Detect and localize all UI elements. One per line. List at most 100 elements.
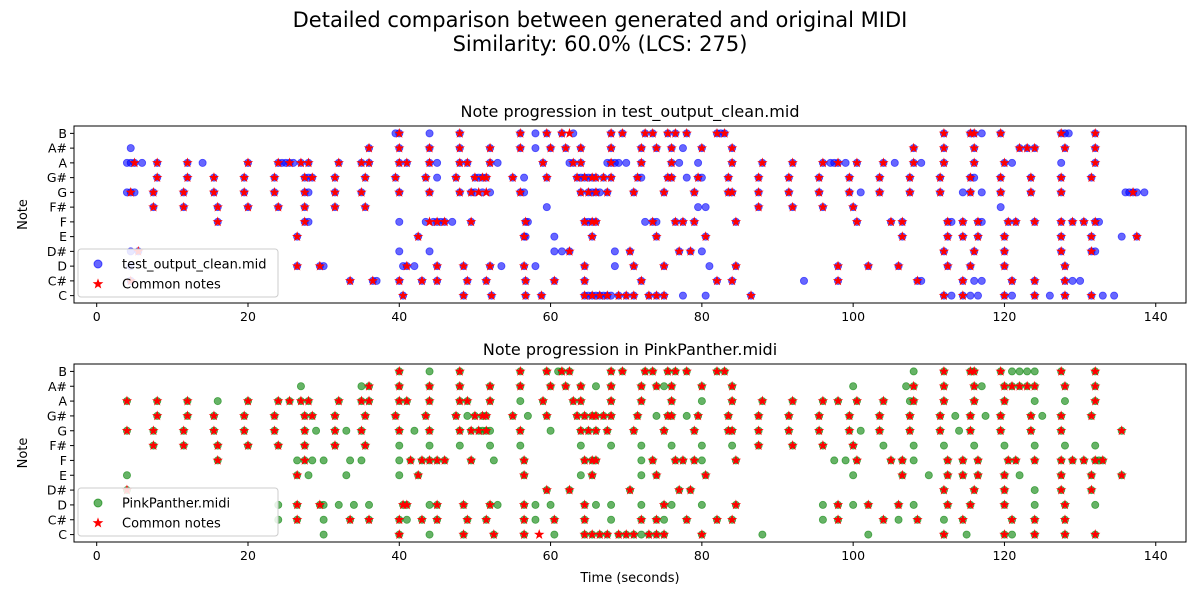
common-note-marker: [208, 186, 220, 197]
common-note-marker: [624, 484, 636, 495]
common-note-marker: [787, 157, 798, 168]
common-note-marker: [394, 157, 405, 168]
common-note-marker: [454, 186, 465, 197]
data-point: [1064, 129, 1073, 138]
common-note-marker: [813, 410, 825, 421]
common-note-marker: [329, 186, 341, 197]
common-note-marker: [878, 395, 889, 406]
data-point: [849, 382, 858, 391]
common-note-marker: [832, 395, 844, 406]
data-point: [308, 456, 317, 465]
common-note-marker: [515, 425, 526, 436]
common-note-marker: [957, 290, 968, 300]
common-note-marker: [605, 395, 617, 406]
common-note-marker: [753, 425, 764, 436]
legend-entry-label: test_output_clean.mid: [122, 258, 266, 273]
legend-marker-star: [92, 517, 104, 528]
common-note-marker: [832, 260, 844, 271]
common-note-marker: [405, 455, 416, 465]
common-note-marker: [469, 410, 481, 421]
data-point: [346, 456, 355, 465]
common-note-marker: [726, 380, 738, 391]
common-note-marker: [590, 216, 602, 227]
common-note-marker: [832, 275, 844, 286]
common-note-marker: [416, 275, 428, 286]
common-note-marker: [299, 186, 310, 197]
common-note-marker: [292, 514, 303, 525]
common-note-marker: [897, 231, 908, 241]
data-point: [531, 515, 540, 524]
data-point: [697, 456, 706, 465]
common-note-marker: [292, 260, 303, 271]
data-point: [966, 291, 975, 300]
common-note-marker: [1059, 142, 1071, 153]
common-note-marker: [602, 529, 613, 539]
common-note-marker: [726, 395, 738, 406]
common-note-marker: [152, 395, 163, 406]
common-note-marker: [178, 201, 189, 212]
common-note-marker: [938, 366, 950, 376]
data-point: [1008, 158, 1017, 167]
common-note-marker: [333, 395, 344, 406]
data-point: [799, 276, 808, 285]
common-note-marker: [666, 172, 677, 182]
common-note-marker: [242, 440, 254, 450]
common-note-marker: [666, 142, 677, 153]
data-point: [531, 144, 540, 153]
data-point: [818, 500, 827, 509]
data-point: [357, 456, 366, 465]
common-note-marker: [730, 455, 742, 465]
common-note-marker: [360, 410, 371, 421]
common-note-marker: [541, 410, 552, 421]
data-point: [296, 382, 305, 391]
common-note-marker: [477, 172, 488, 182]
common-note-marker: [965, 127, 976, 138]
common-note-marker: [152, 410, 163, 421]
x-tick-label: 40: [391, 309, 407, 324]
data-point: [497, 262, 506, 271]
common-note-marker: [1006, 275, 1018, 286]
common-note-marker: [863, 499, 874, 510]
common-note-marker: [1056, 245, 1067, 256]
common-note-marker: [1086, 245, 1097, 256]
y-tick-label: F: [60, 214, 67, 229]
common-note-marker: [1025, 425, 1037, 436]
common-note-marker: [488, 529, 499, 539]
common-note-marker: [893, 499, 904, 510]
common-note-marker: [466, 425, 477, 436]
common-note-marker: [719, 366, 730, 376]
data-point: [1030, 397, 1039, 406]
common-note-marker: [394, 127, 405, 138]
common-note-marker: [670, 216, 681, 227]
data-point: [1030, 367, 1039, 376]
common-note-marker: [556, 366, 568, 376]
common-note-marker: [571, 172, 583, 182]
common-note-marker: [874, 410, 885, 421]
common-note-marker: [564, 366, 575, 376]
common-note-marker: [564, 245, 575, 256]
common-note-marker: [413, 231, 424, 241]
common-note-marker: [394, 275, 405, 286]
common-note-marker: [518, 469, 530, 480]
common-note-marker: [995, 425, 1006, 436]
y-tick-label: D#: [47, 244, 67, 259]
x-tick-label: 60: [543, 309, 559, 324]
common-note-marker: [753, 186, 764, 197]
common-note-marker: [999, 484, 1010, 495]
data-point: [523, 411, 532, 420]
common-note-marker: [182, 395, 193, 406]
common-note-marker: [1059, 499, 1071, 510]
common-note-marker: [299, 216, 310, 227]
common-note-marker: [658, 499, 670, 510]
common-note-marker: [363, 395, 375, 406]
common-note-marker: [356, 425, 367, 436]
common-note-marker: [1090, 127, 1101, 138]
data-point: [493, 158, 502, 167]
y-tick-label: F#: [49, 438, 67, 453]
data-point: [890, 158, 899, 167]
data-point: [293, 456, 302, 465]
data-point: [1076, 276, 1085, 285]
data-point: [977, 188, 986, 197]
common-note-marker: [152, 172, 163, 182]
common-note-marker: [394, 514, 405, 525]
